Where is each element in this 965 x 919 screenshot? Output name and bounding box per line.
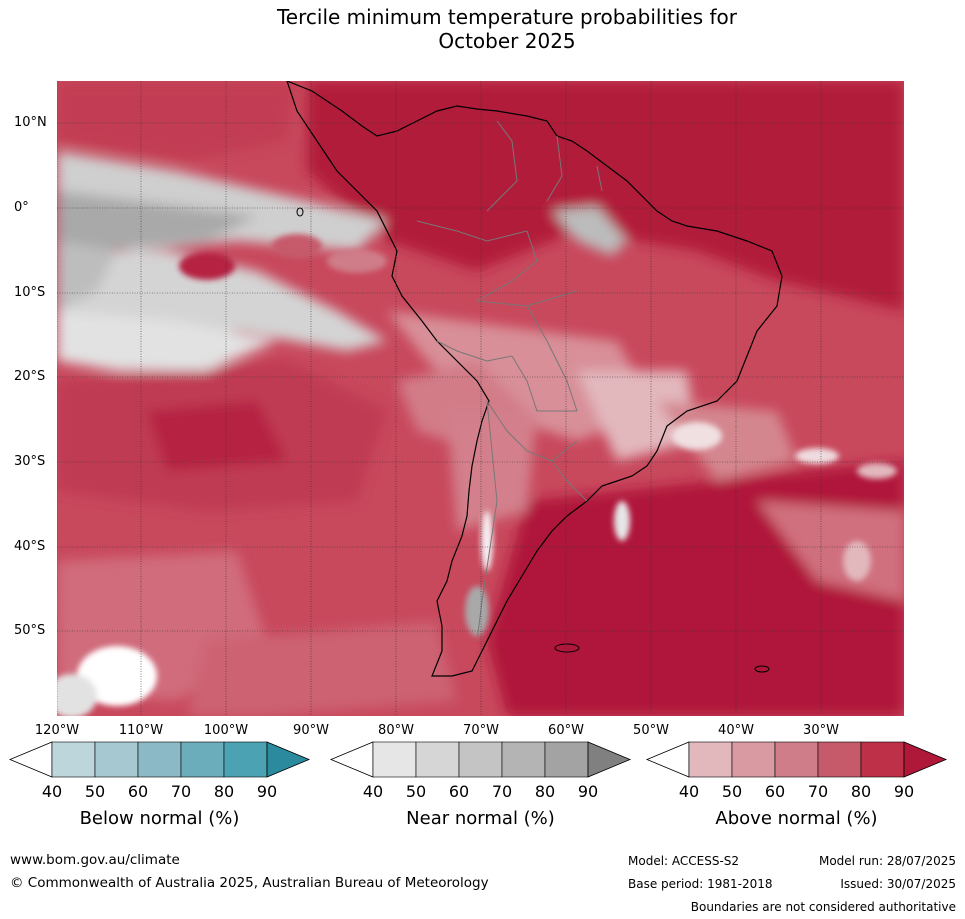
latitude-label: 0° [14, 200, 29, 215]
legend-title: Below normal (%) [79, 808, 240, 829]
legend-swatch [137, 741, 182, 778]
longitude-label: 70°W [463, 723, 499, 738]
legend-tick-label: 60 [127, 782, 149, 801]
legend-swatch [51, 741, 96, 778]
legend-swatch [688, 741, 733, 778]
legend-swatch [415, 741, 460, 778]
legend-swatch [372, 741, 417, 778]
legend-swatch [544, 741, 589, 778]
legend-tick-label: 90 [256, 782, 278, 801]
probability-patches [57, 81, 904, 716]
legend-tick-label: 60 [764, 782, 786, 801]
legend-colorbar [645, 741, 948, 778]
legend-swatch [774, 741, 819, 778]
legend-swatch [501, 741, 546, 778]
model-run-text: Model run: 28/07/2025 [818, 854, 956, 868]
south-georgia-island [754, 665, 770, 673]
map-gridlines [57, 81, 904, 716]
legend-tick-label: 70 [170, 782, 192, 801]
latitude-label: 10°N [14, 115, 47, 130]
legend-low-arrow [8, 741, 53, 778]
legend-tick-label: 40 [678, 782, 700, 801]
latitude-label: 30°S [14, 454, 46, 469]
map-canvas [57, 81, 904, 716]
longitude-label: 80°W [378, 723, 414, 738]
continent-coastline [286, 81, 783, 677]
longitude-label: 100°W [203, 723, 249, 738]
legend-tick-label: 80 [534, 782, 556, 801]
legend-colorbar-svg [8, 741, 311, 778]
latitude-label: 10°S [14, 285, 46, 300]
legend-tick-label: 80 [213, 782, 235, 801]
legend-swatch [860, 741, 905, 778]
legend-tick-label: 90 [577, 782, 599, 801]
title-line-2: October 2025 [438, 29, 576, 53]
legend-colorbar [8, 741, 311, 778]
legend-swatch [94, 741, 139, 778]
model-text: Model: ACCESS-S2 [628, 854, 740, 868]
falkland-islands [554, 643, 580, 653]
legend-swatch [817, 741, 862, 778]
longitude-label: 120°W [34, 723, 80, 738]
probability-detail-patches [57, 234, 897, 716]
legend-colorbar-svg [329, 741, 632, 778]
legend-tick-label: 50 [405, 782, 427, 801]
base-period-text: Base period: 1981-2018 [628, 877, 773, 891]
legend-swatch [180, 741, 225, 778]
legend-swatch [223, 741, 268, 778]
legend-low-arrow [645, 741, 690, 778]
title-line-1: Tercile minimum temperature probabilitie… [276, 5, 738, 29]
legend-tick-label: 70 [807, 782, 829, 801]
legend-high-arrow [903, 741, 948, 778]
legend-tick-label: 90 [893, 782, 915, 801]
latitude-label: 40°S [14, 539, 46, 554]
longitude-label: 50°W [633, 723, 669, 738]
legend-tick-label: 50 [84, 782, 106, 801]
issued-text: Issued: 30/07/2025 [840, 877, 956, 891]
legend-tick-label: 60 [448, 782, 470, 801]
latitude-label: 50°S [14, 623, 46, 638]
website-link[interactable]: www.bom.gov.au/climate [10, 852, 180, 868]
legend-low-arrow [329, 741, 374, 778]
legend-colorbar-svg [645, 741, 948, 778]
copyright-text: © Commonwealth of Australia 2025, Austra… [10, 875, 489, 891]
legend-high-arrow [587, 741, 632, 778]
disclaimer-text: Boundaries are not considered authoritat… [690, 900, 956, 914]
legend-tick-label: 50 [721, 782, 743, 801]
chart-title: Tercile minimum temperature probabilitie… [0, 5, 965, 53]
legend-swatch [458, 741, 503, 778]
longitude-label: 90°W [293, 723, 329, 738]
legend-title: Above normal (%) [715, 808, 878, 829]
legend-tick-label: 40 [41, 782, 63, 801]
probability-map [57, 81, 904, 716]
legend-high-arrow [266, 741, 311, 778]
legend-swatch [731, 741, 776, 778]
longitude-label: 110°W [118, 723, 164, 738]
longitude-label: 60°W [548, 723, 584, 738]
legend-title: Near normal (%) [406, 808, 555, 829]
longitude-label: 30°W [803, 723, 839, 738]
legend-colorbar [329, 741, 632, 778]
latitude-label: 20°S [14, 369, 46, 384]
legend-tick-label: 40 [362, 782, 384, 801]
legend-tick-label: 70 [491, 782, 513, 801]
country-borders [416, 120, 603, 642]
legend-tick-label: 80 [850, 782, 872, 801]
longitude-label: 40°W [718, 723, 754, 738]
